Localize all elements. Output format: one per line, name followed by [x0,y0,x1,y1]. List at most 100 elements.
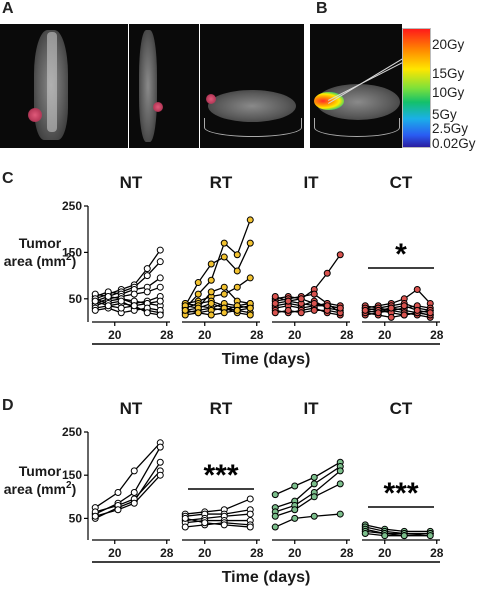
data-point [374,309,382,317]
series-line [95,470,161,513]
group-title: NT [120,173,143,192]
data-point [310,480,318,488]
data-point [310,306,318,314]
series-line [365,532,431,537]
data-point [156,311,164,319]
data-point [233,267,241,275]
series-line [185,498,251,515]
data-point [156,297,164,305]
x-tick-label: 28 [160,546,174,560]
data-point [246,495,254,503]
x-axis-label: Time (days) [222,351,311,368]
x-tick-label: 28 [340,546,354,560]
x-tick-label: 20 [378,328,392,342]
data-point [143,272,151,280]
ct-scan-coronal [0,24,128,148]
data-point [156,274,164,282]
series-line [185,509,251,517]
data-point [284,306,292,314]
colorbar-label: 5Gy [432,107,457,122]
data-point [387,304,395,312]
data-point [207,260,215,268]
data-point [194,290,202,298]
data-point [117,304,125,312]
data-point [297,309,305,317]
x-tick-label: 20 [378,546,392,560]
x-tick-label: 28 [160,328,174,342]
series-line [365,528,431,535]
data-point [323,302,331,310]
data-point [336,510,344,518]
data-point [246,274,254,282]
series-line [275,470,341,513]
y-tick-label: 150 [62,245,82,259]
series-line [274,461,341,496]
data-point [310,290,318,298]
data-point [323,269,331,277]
data-point [361,306,369,314]
data-point [310,473,318,481]
x-tick-label: 20 [108,328,122,342]
data-point [91,512,99,520]
data-point [117,297,125,305]
data-point [246,523,254,531]
data-point [336,467,344,475]
x-tick-label: 28 [430,328,444,342]
y-tick-label: 50 [69,511,83,525]
y-tick-label: 250 [62,199,82,213]
series-line [275,254,341,300]
data-point [156,458,164,466]
data-point [297,295,305,303]
series-line [275,466,341,509]
data-point [310,299,318,307]
y-axis-label: Tumor [19,463,62,479]
y-tick-label: 150 [62,468,82,482]
colorbar-label: 2.5Gy [432,121,469,136]
data-point [114,488,122,496]
data-point [361,530,369,538]
panel-letter-c: C [2,170,14,187]
group-title: NT [120,399,143,418]
series-line [365,524,431,533]
data-point [284,297,292,305]
data-point [426,532,434,540]
data-point [194,309,202,317]
data-point [400,311,408,319]
data-point [310,493,318,501]
data-point [104,302,112,310]
data-point [271,512,279,520]
data-point [207,288,215,296]
colorbar-label: 0.02Gy [432,136,476,151]
x-tick-label: 28 [340,328,354,342]
data-point [291,514,299,522]
data-point [271,523,279,531]
data-point [220,253,228,261]
data-point [220,283,228,291]
x-tick-label: 20 [198,328,212,342]
data-point [381,532,389,540]
x-tick-label: 28 [430,546,444,560]
series-line [185,517,251,528]
dose-colorbar [402,28,431,148]
data-point [156,283,164,291]
data-point [413,286,421,294]
group-title: RT [210,399,233,418]
colorbar-label: 10Gy [432,85,465,100]
data-point [143,288,151,296]
data-point [130,499,138,507]
data-point [246,239,254,247]
data-point [130,488,138,496]
data-point [207,311,215,319]
data-point [220,521,228,529]
colorbar-label: 15Gy [432,66,465,81]
group-title: CT [390,399,413,418]
data-point [201,519,209,527]
data-point [114,506,122,514]
x-tick-label: 20 [288,546,302,560]
data-point [400,302,408,310]
y-axis-label-line2: area (mm2) [4,252,77,269]
ct-scan-axial [200,24,304,148]
x-tick-label: 28 [250,546,264,560]
